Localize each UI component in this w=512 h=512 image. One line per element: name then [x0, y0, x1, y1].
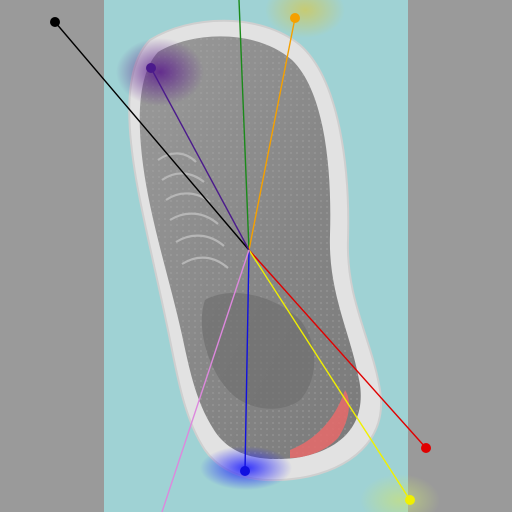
keypoint-line-purple	[150, 67, 250, 251]
shoe-collar	[201, 292, 315, 409]
keypoint-line-blue	[244, 249, 250, 472]
keypoint-line-red	[248, 249, 427, 449]
keypoint-markers	[50, 13, 431, 505]
keypoint-line-pink	[161, 249, 250, 512]
keypoint-yellow	[405, 495, 415, 505]
keypoint-orange	[290, 13, 300, 23]
keypoint-blue	[240, 466, 250, 476]
keypoint-line-orange	[248, 17, 296, 251]
keypoint-red	[421, 443, 431, 453]
keypoint-line-green	[238, 0, 250, 251]
left-margin	[0, 0, 104, 512]
skeleton-lines	[54, 0, 427, 512]
shoe	[128, 19, 383, 482]
right-margin	[408, 0, 512, 512]
heatspot-purple	[116, 38, 204, 106]
keypoint-purple	[146, 63, 156, 73]
keypoint-line-yellow	[248, 249, 411, 501]
keypoint-line-black	[54, 21, 250, 251]
heel-accent	[290, 390, 350, 458]
heatspot-yellow	[360, 474, 440, 512]
keypoint-black	[50, 17, 60, 27]
heatspot-orange	[265, 0, 345, 38]
